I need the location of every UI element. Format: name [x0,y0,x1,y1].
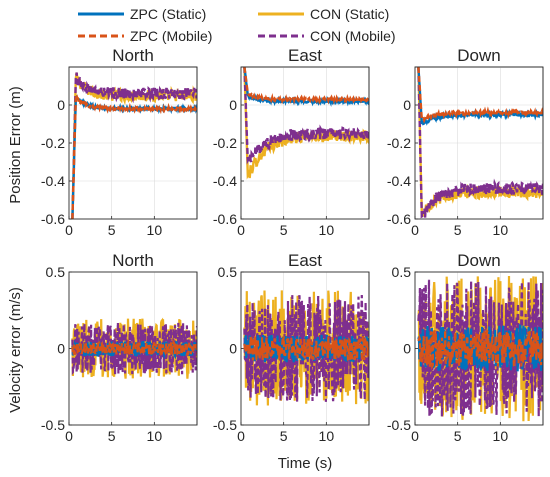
xlabel-time: Time (s) [278,455,332,472]
tick-label-x: 10 [493,222,509,238]
axes-border-north-position [68,66,198,220]
tick-label-y: -0.5 [387,417,411,433]
tick-label-x: 10 [319,428,335,444]
series-zpc-mobile-down-position [417,67,543,124]
tick-label-x: 5 [108,428,116,444]
tick-label-y: -0.2 [213,135,237,151]
tick-label-y: 0.5 [218,264,238,280]
series-con-mobile-east-position [243,67,369,167]
ylabel-position: Position Error (m) [7,86,24,204]
tick-label-y: -0.4 [387,173,411,189]
series-con-mobile-down-position [417,67,543,219]
tick-label-x: 0 [65,222,73,238]
tick-label-x: 10 [493,428,509,444]
tick-label-x: 10 [319,222,335,238]
tick-label-x: 10 [147,222,163,238]
legend-label-zpc-static: ZPC (Static) [130,6,206,22]
series-zpc-mobile-east-position [243,67,369,105]
tick-label-x: 0 [411,428,419,444]
series-zpc-mobile-north-position [71,94,197,219]
panel-title-east-position: East [288,46,322,65]
tick-label-y: -0.6 [41,211,65,227]
legend-label-con-static: CON (Static) [310,6,389,22]
tick-label-x: 10 [147,428,163,444]
tick-label-y: -0.2 [41,135,65,151]
tick-label-y: 0 [229,341,237,357]
series-zpc-mobile-north-velocity [71,338,197,359]
axes-border-down-position [414,66,544,220]
tick-label-y: 0 [403,97,411,113]
tick-label-y: -0.4 [213,173,237,189]
panel-down-position: Down 0 5 10 0 -0.2 -0.4 -0.6 [387,46,544,238]
panels: North 0 5 10 0 -0.2 -0.4 -0.6 East 0 5 10 0 -0.2 -0.4 -… [41,46,544,444]
panel-title-down-position: Down [457,46,500,65]
tick-label-x: 5 [280,428,288,444]
tick-label-y: -0.6 [213,211,237,227]
tick-label-x: 5 [280,222,288,238]
panel-title-north-velocity: North [112,251,154,270]
tick-label-y: -0.5 [41,417,65,433]
tick-label-y: -0.4 [41,173,65,189]
axes-border-east-velocity [240,271,370,426]
tick-label-y: 0.5 [392,264,412,280]
panel-east-position: East 0 5 10 0 -0.2 -0.4 -0.6 [213,46,370,238]
axes-border-down-velocity [414,271,544,426]
tick-label-x: 0 [237,428,245,444]
legend-label-zpc-mobile: ZPC (Mobile) [130,28,212,44]
tick-label-y: 0.5 [46,264,66,280]
series-zpc-mobile-east-velocity [243,334,369,362]
series-zpc-mobile-down-velocity [417,327,543,371]
tick-label-x: 0 [411,222,419,238]
panel-title-down-velocity: Down [457,251,500,270]
tick-label-x: 5 [454,222,462,238]
tick-label-y: 0 [403,341,411,357]
tick-label-x: 0 [65,428,73,444]
tick-label-x: 5 [108,222,116,238]
tick-label-x: 0 [237,222,245,238]
tick-label-y: -0.5 [213,417,237,433]
legend: ZPC (Static) CON (Static) ZPC (Mobile) CON … [78,6,396,44]
panel-north-position: North 0 5 10 0 -0.2 -0.4 -0.6 [41,46,198,238]
tick-label-y: -0.2 [387,135,411,151]
axes-border-east-position [240,66,370,220]
legend-label-con-mobile: CON (Mobile) [310,28,396,44]
tick-label-y: 0 [57,97,65,113]
series-con-mobile-north-position [71,72,197,219]
panel-title-east-velocity: East [288,251,322,270]
tick-label-y: -0.6 [387,211,411,227]
tick-label-y: 0 [57,341,65,357]
tick-label-x: 5 [454,428,462,444]
tick-label-y: 0 [229,97,237,113]
panel-title-north-position: North [112,46,154,65]
axes-border-north-velocity [68,271,198,426]
ylabel-velocity: Velocity error (m/s) [7,287,24,413]
